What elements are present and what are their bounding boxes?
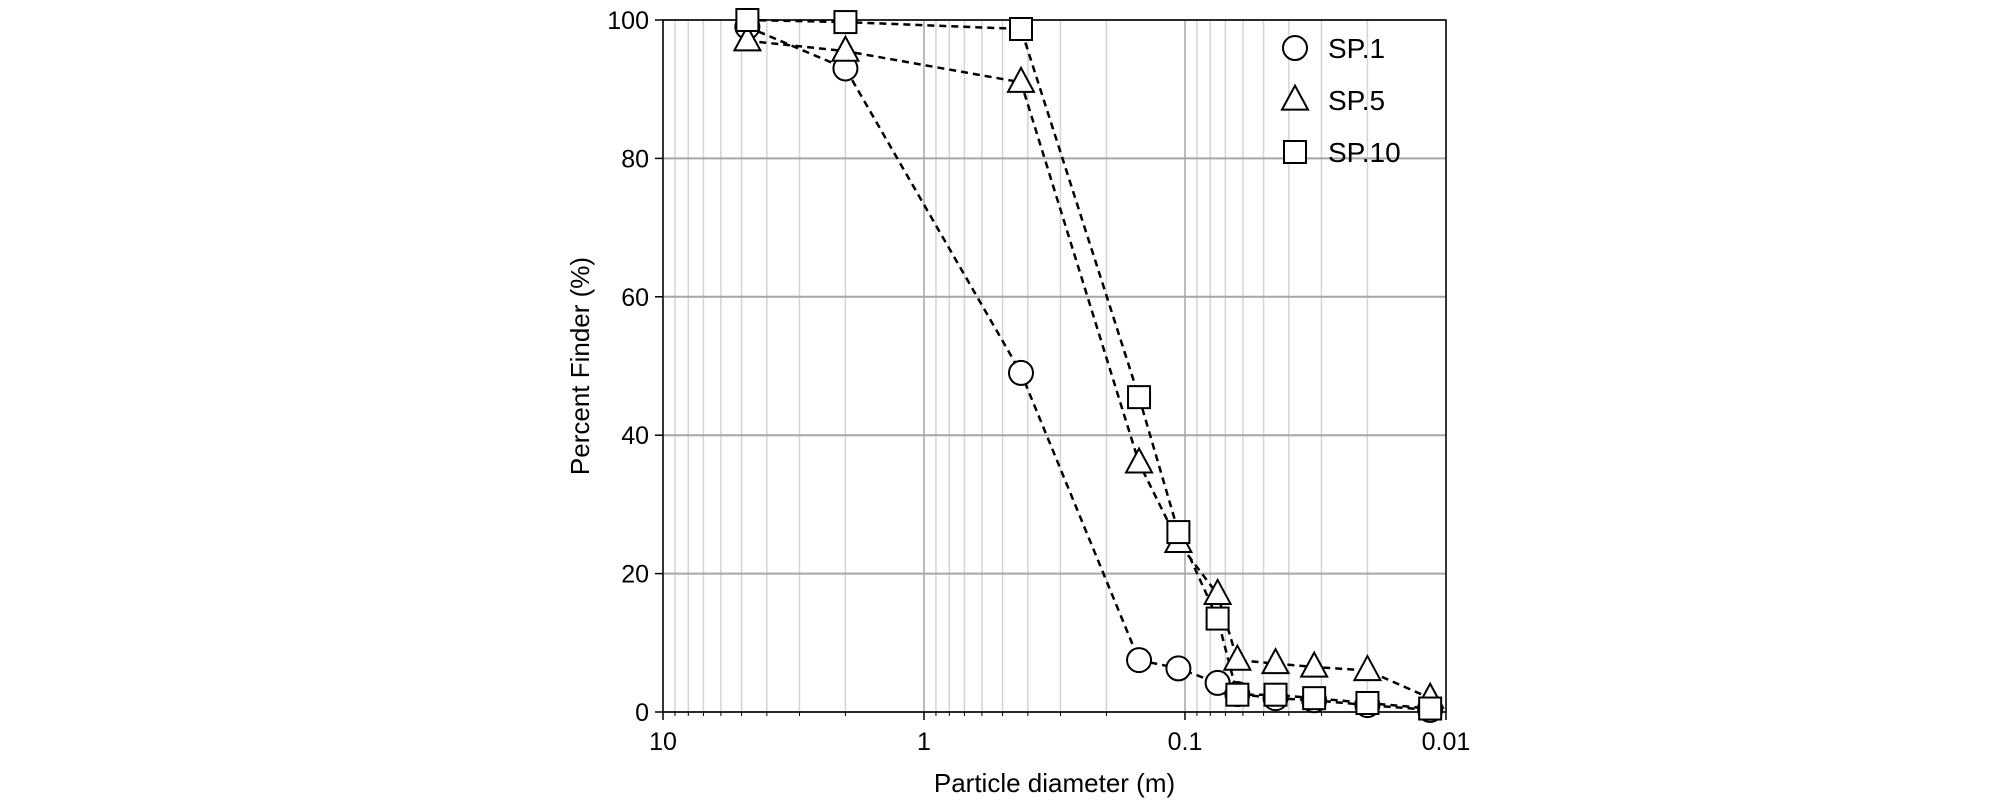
data-point-sp-1 xyxy=(1007,359,1034,386)
major-gridlines xyxy=(662,19,1447,713)
x-tick-labels: 10 1 0.1 0.01 xyxy=(649,728,1470,756)
data-point-sp-5 xyxy=(1352,653,1383,682)
data-point-sp-5 xyxy=(1124,446,1154,474)
data-point-sp-10 xyxy=(735,8,760,32)
x-axis-title: Particle diameter (m) xyxy=(934,768,1175,798)
data-point-sp-5 xyxy=(1299,650,1329,678)
legend-label-sp-5: SP.5 xyxy=(1328,85,1385,116)
legend-marker-sp-5 xyxy=(1280,83,1310,111)
legend-marker-sp-1 xyxy=(1282,35,1308,61)
series-markers xyxy=(732,8,1445,723)
data-point-sp-10 xyxy=(1302,686,1327,711)
data-point-sp-5 xyxy=(1006,65,1036,93)
data-point-sp-10 xyxy=(1225,682,1250,707)
data-point-sp-10 xyxy=(1418,696,1443,721)
data-point-sp-5 xyxy=(732,24,763,52)
legend-marker-sp-10 xyxy=(1283,140,1307,164)
data-point-sp-10 xyxy=(1205,606,1230,631)
x-tick-label: 0.1 xyxy=(1168,728,1203,756)
series-line-sp-1 xyxy=(746,25,1431,712)
plot-area-frame xyxy=(662,19,1447,713)
data-point-sp-10 xyxy=(1127,385,1152,410)
data-point-sp-5 xyxy=(1260,647,1291,675)
y-tick-label: 0 xyxy=(635,699,649,727)
x-tick-label: 1 xyxy=(917,728,931,756)
axis-ticks xyxy=(655,19,1447,720)
data-point-sp-10 xyxy=(1008,16,1033,41)
data-point-sp-5 xyxy=(1202,577,1233,605)
data-point-sp-1 xyxy=(1165,655,1192,682)
y-tick-label: 100 xyxy=(607,7,649,35)
legend-label-sp-1: SP.1 xyxy=(1328,33,1385,64)
data-point-sp-5 xyxy=(1222,643,1253,671)
data-point-sp-1 xyxy=(1126,647,1153,674)
y-tick-labels: 0 20 40 60 80 100 xyxy=(607,7,649,727)
data-point-sp-5 xyxy=(830,34,861,62)
x-tick-label: 10 xyxy=(649,728,677,756)
data-point-sp-10 xyxy=(1263,682,1288,707)
legend: SP.1 SP.5 SP.10 xyxy=(1280,33,1401,168)
x-tick-label: 0.01 xyxy=(1422,728,1471,756)
y-axis-title: Percent Finder (%) xyxy=(565,257,595,475)
y-tick-label: 20 xyxy=(621,561,649,589)
data-point-sp-10 xyxy=(833,10,858,35)
series-lines xyxy=(746,18,1431,712)
data-point-sp-10 xyxy=(1355,691,1380,716)
y-tick-label: 60 xyxy=(621,284,649,312)
series-line-sp-10 xyxy=(747,18,1431,710)
legend-label-sp-10: SP.10 xyxy=(1328,137,1401,168)
y-tick-label: 80 xyxy=(621,145,649,173)
y-tick-label: 40 xyxy=(621,422,649,450)
data-point-sp-10 xyxy=(1166,520,1191,545)
